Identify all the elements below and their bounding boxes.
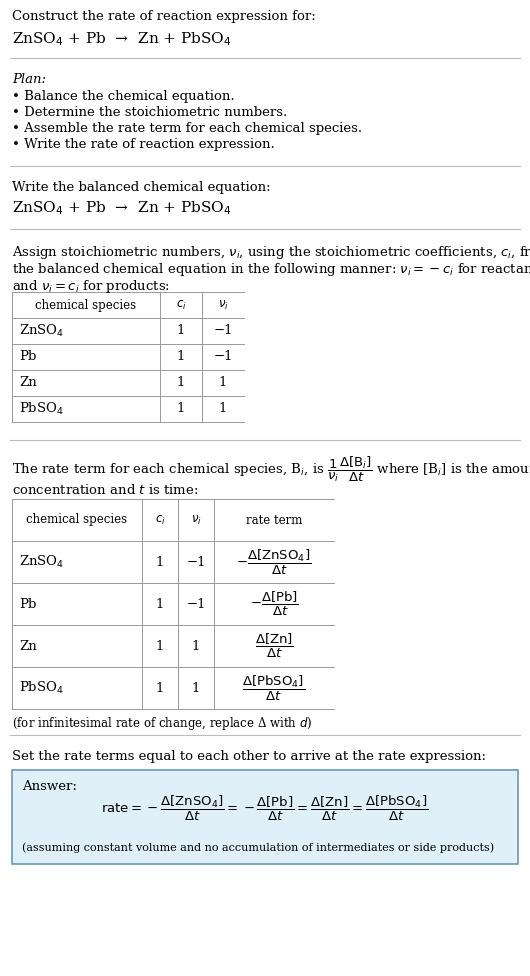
Text: 1: 1 [156, 555, 164, 568]
Text: and $\nu_i = c_i$ for products:: and $\nu_i = c_i$ for products: [12, 278, 170, 295]
Text: −1: −1 [186, 555, 206, 568]
Text: $c_i$: $c_i$ [155, 513, 165, 526]
Text: 1: 1 [177, 324, 185, 338]
Text: Pb: Pb [19, 350, 37, 363]
Text: rate term: rate term [246, 513, 302, 526]
Text: −1: −1 [213, 350, 233, 363]
Text: 1: 1 [177, 377, 185, 389]
Text: 1: 1 [177, 350, 185, 363]
Text: Write the balanced chemical equation:: Write the balanced chemical equation: [12, 181, 271, 194]
Text: the balanced chemical equation in the following manner: $\nu_i = -c_i$ for react: the balanced chemical equation in the fo… [12, 261, 530, 278]
Bar [12, 770, 518, 864]
Text: ZnSO$_4$: ZnSO$_4$ [19, 554, 64, 570]
Text: (assuming constant volume and no accumulation of intermediates or side products): (assuming constant volume and no accumul… [22, 842, 494, 853]
Text: chemical species: chemical species [26, 513, 128, 526]
Text: $\nu_i$: $\nu_i$ [191, 513, 201, 526]
Text: −1: −1 [186, 597, 206, 611]
Text: PbSO$_4$: PbSO$_4$ [19, 680, 64, 696]
Text: Construct the rate of reaction expression for:: Construct the rate of reaction expressio… [12, 10, 316, 23]
Text: −1: −1 [213, 324, 233, 338]
Text: Pb: Pb [19, 597, 37, 611]
Text: 1: 1 [192, 639, 200, 653]
Text: 1: 1 [219, 377, 227, 389]
Text: • Balance the chemical equation.: • Balance the chemical equation. [12, 90, 235, 103]
Text: chemical species: chemical species [36, 299, 137, 311]
Text: Zn: Zn [19, 377, 37, 389]
Text: concentration and $t$ is time:: concentration and $t$ is time: [12, 483, 198, 497]
Text: The rate term for each chemical species, B$_i$, is $\dfrac{1}{\nu_i}\dfrac{\Delt: The rate term for each chemical species,… [12, 455, 530, 484]
Bar [12, 292, 244, 422]
Text: • Determine the stoichiometric numbers.: • Determine the stoichiometric numbers. [12, 106, 287, 119]
Bar [12, 499, 334, 709]
Text: Set the rate terms equal to each other to arrive at the rate expression:: Set the rate terms equal to each other t… [12, 750, 486, 763]
Text: $\dfrac{\Delta[\mathrm{Zn}]}{\Delta t}$: $\dfrac{\Delta[\mathrm{Zn}]}{\Delta t}$ [254, 631, 294, 660]
Text: ZnSO$_4$ + Pb  →  Zn + PbSO$_4$: ZnSO$_4$ + Pb → Zn + PbSO$_4$ [12, 199, 232, 217]
Text: (for infinitesimal rate of change, replace Δ with $d$): (for infinitesimal rate of change, repla… [12, 715, 313, 732]
Text: Plan:: Plan: [12, 73, 46, 86]
Text: ZnSO$_4$ + Pb  →  Zn + PbSO$_4$: ZnSO$_4$ + Pb → Zn + PbSO$_4$ [12, 30, 232, 48]
Text: $-\dfrac{\Delta[\mathrm{ZnSO_4}]}{\Delta t}$: $-\dfrac{\Delta[\mathrm{ZnSO_4}]}{\Delta… [236, 548, 312, 577]
Text: ZnSO$_4$: ZnSO$_4$ [19, 323, 64, 339]
Text: PbSO$_4$: PbSO$_4$ [19, 401, 64, 417]
Text: 1: 1 [192, 681, 200, 695]
Text: 1: 1 [156, 597, 164, 611]
Text: 1: 1 [156, 681, 164, 695]
Text: 1: 1 [219, 402, 227, 416]
Text: • Write the rate of reaction expression.: • Write the rate of reaction expression. [12, 138, 275, 151]
Text: Zn: Zn [19, 639, 37, 653]
Text: $c_i$: $c_i$ [175, 299, 187, 311]
Text: $\nu_i$: $\nu_i$ [218, 299, 228, 311]
Text: 1: 1 [177, 402, 185, 416]
Text: • Assemble the rate term for each chemical species.: • Assemble the rate term for each chemic… [12, 122, 362, 135]
Text: $\dfrac{\Delta[\mathrm{PbSO_4}]}{\Delta t}$: $\dfrac{\Delta[\mathrm{PbSO_4}]}{\Delta … [243, 673, 305, 703]
Text: Answer:: Answer: [22, 780, 77, 793]
Text: $\mathrm{rate} = -\dfrac{\Delta[\mathrm{ZnSO_4}]}{\Delta t} = -\dfrac{\Delta[\ma: $\mathrm{rate} = -\dfrac{\Delta[\mathrm{… [101, 793, 429, 823]
Text: 1: 1 [156, 639, 164, 653]
Text: Assign stoichiometric numbers, $\nu_i$, using the stoichiometric coefficients, $: Assign stoichiometric numbers, $\nu_i$, … [12, 244, 530, 261]
Text: $-\dfrac{\Delta[\mathrm{Pb}]}{\Delta t}$: $-\dfrac{\Delta[\mathrm{Pb}]}{\Delta t}$ [250, 590, 298, 618]
